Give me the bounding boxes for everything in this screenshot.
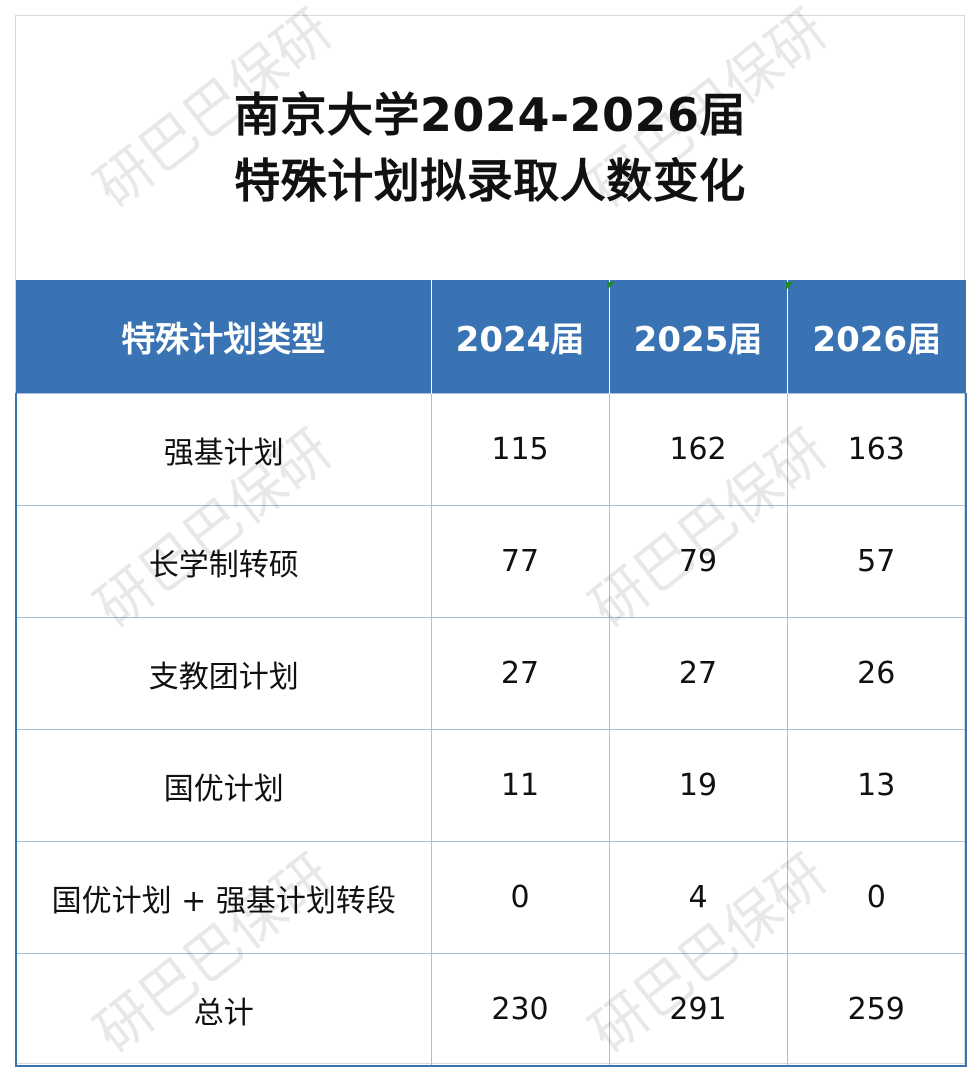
header-plan-type: 特殊计划类型 [16,280,431,394]
cell-comment-marker [607,282,615,290]
row-value-2026: 163 [786,393,967,506]
row-value-2025: 27 [608,617,788,730]
table-row: 长学制转硕 77 79 57 [15,505,967,618]
cell-comment-marker [786,282,794,290]
header-2026: 2026届 [786,280,966,394]
table-row-total: 总计 230 291 259 [15,953,967,1067]
row-value-2024: 11 [430,729,610,842]
row-value-2025: 19 [608,729,788,842]
row-value-2024: 115 [430,393,610,506]
table-row: 支教团计划 27 27 26 [15,617,967,730]
row-value-2026: 0 [786,841,967,954]
row-plan-type: 国优计划 [15,729,432,842]
row-plan-type: 强基计划 [15,393,432,506]
header-2025: 2025届 [608,280,787,394]
row-value-2025: 79 [608,505,788,618]
row-value-2026: 26 [786,617,967,730]
row-value-2024: 77 [430,505,610,618]
row-value-2025: 4 [608,841,788,954]
row-value-2026: 13 [786,729,967,842]
row-plan-type: 支教团计划 [15,617,432,730]
header-2024: 2024届 [430,280,609,394]
row-value-2025: 162 [608,393,788,506]
table-row: 国优计划 11 19 13 [15,729,967,842]
row-plan-type: 长学制转硕 [15,505,432,618]
row-value-2025: 291 [608,953,788,1067]
title-line-2: 特殊计划拟录取人数变化 [234,153,746,208]
row-plan-type: 国优计划 + 强基计划转段 [15,841,432,954]
row-value-2026: 57 [786,505,967,618]
title-line-1: 南京大学2024-2026届 [233,87,747,142]
row-value-2024: 0 [430,841,610,954]
row-value-2024: 230 [430,953,610,1067]
table-header-row: 特殊计划类型 2024届 2025届 2026届 [16,280,966,394]
special-plan-table: 特殊计划类型 2024届 2025届 2026届 强基计划 115 162 16… [15,280,967,1067]
row-value-2026: 259 [786,953,967,1067]
row-value-2024: 27 [430,617,610,730]
title-block: 南京大学2024-2026届 特殊计划拟录取人数变化 [15,15,965,280]
table-row: 强基计划 115 162 163 [15,393,967,506]
table-row: 国优计划 + 强基计划转段 0 4 0 [15,841,967,954]
row-plan-type: 总计 [15,953,432,1067]
